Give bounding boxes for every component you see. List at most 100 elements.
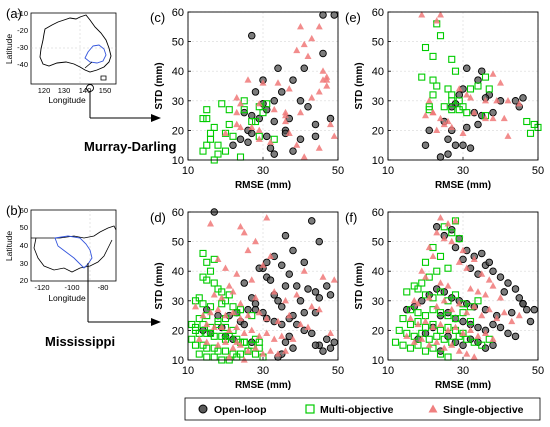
point-open-loop (300, 64, 309, 72)
point-single-objective (282, 297, 289, 304)
point-single-objective (440, 120, 448, 128)
point-single-objective (474, 332, 482, 339)
point-single-objective (504, 132, 512, 139)
point-multi-objective (221, 297, 230, 305)
point-single-objective (282, 108, 289, 116)
point-open-loop (296, 97, 305, 105)
x-tick-label: 50 (532, 165, 544, 177)
point-single-objective (304, 323, 312, 331)
map-b-xlabel: Longitude (48, 293, 86, 303)
point-multi-objective (240, 97, 248, 105)
point-multi-objective (206, 135, 215, 143)
point-single-objective (255, 126, 263, 133)
point-single-objective (478, 311, 486, 319)
point-open-loop (308, 217, 316, 225)
point-open-loop (403, 305, 411, 314)
point-multi-objective (418, 279, 426, 287)
point-open-loop (236, 135, 245, 144)
point-single-objective (470, 353, 478, 360)
point-single-objective (474, 288, 482, 295)
point-single-objective (210, 291, 218, 298)
point-open-loop (311, 288, 320, 296)
chart-c-panel-label: (c) (150, 10, 165, 25)
point-multi-objective (203, 141, 211, 149)
point-multi-objective (421, 258, 430, 266)
point-single-objective (448, 123, 456, 131)
point-open-loop (293, 282, 301, 290)
y-tick-label: 50 (372, 237, 384, 249)
point-open-loop (247, 129, 256, 138)
point-single-objective (240, 228, 248, 236)
point-multi-objective (199, 115, 207, 123)
point-single-objective (433, 228, 441, 236)
point-single-objective (433, 302, 441, 310)
point-multi-objective (433, 82, 441, 90)
y-axis-title: STD (mm) (154, 62, 165, 109)
x-tick-label: 10 (182, 365, 194, 377)
point-single-objective (203, 338, 211, 345)
point-multi-objective (444, 312, 452, 320)
point-single-objective (267, 252, 274, 259)
x-axis-title: RMSE (mm) (235, 380, 291, 391)
point-open-loop (489, 341, 497, 349)
y-tick-label: 60 (372, 207, 384, 219)
point-single-objective (440, 344, 448, 351)
x-tick-label: 30 (257, 365, 269, 377)
point-single-objective (433, 126, 441, 133)
point-open-loop (474, 120, 482, 129)
point-open-loop (519, 300, 527, 308)
point-open-loop (478, 249, 486, 258)
point-open-loop (289, 246, 297, 255)
point-single-objective (482, 291, 489, 298)
point-open-loop (323, 335, 331, 344)
point-single-objective (319, 273, 327, 280)
point-single-objective (414, 320, 422, 328)
point-multi-objective (225, 291, 233, 299)
point-single-objective (315, 305, 323, 313)
point-multi-objective (203, 258, 211, 266)
point-single-objective (407, 314, 414, 322)
point-single-objective (233, 120, 241, 128)
point-single-objective (493, 97, 501, 104)
point-multi-objective (421, 291, 430, 299)
point-single-objective (225, 353, 233, 360)
point-single-objective (293, 46, 301, 54)
point-open-loop (519, 94, 527, 102)
legend-marker-multi-objective (305, 404, 315, 414)
point-single-objective (263, 314, 271, 322)
point-single-objective (278, 332, 286, 339)
point-single-objective (425, 341, 433, 348)
map-b-frame (30, 209, 117, 282)
point-single-objective (248, 326, 256, 333)
point-single-objective (207, 308, 214, 316)
point-single-objective (437, 279, 444, 286)
point-single-objective (459, 129, 467, 136)
map-a-xtick: 130 (58, 86, 71, 95)
point-open-loop (511, 332, 520, 341)
point-single-objective (233, 94, 241, 101)
point-single-objective (229, 288, 237, 295)
x-axis-title: RMSE (mm) (435, 180, 491, 191)
point-multi-objective (395, 326, 403, 334)
point-multi-objective (210, 279, 218, 287)
point-multi-objective (203, 344, 211, 352)
point-single-objective (470, 108, 478, 116)
point-open-loop (247, 31, 256, 40)
point-multi-objective (251, 335, 260, 343)
point-multi-objective (444, 264, 452, 272)
point-single-objective (444, 326, 452, 333)
y-tick-label: 30 (172, 96, 184, 108)
point-single-objective (437, 214, 444, 221)
point-single-objective (489, 70, 497, 77)
point-multi-objective (263, 100, 271, 108)
point-single-objective (433, 338, 441, 345)
point-multi-objective (248, 341, 256, 349)
point-open-loop (466, 144, 475, 152)
point-single-objective (229, 344, 237, 351)
y-tick-label: 40 (172, 66, 184, 78)
point-multi-objective (526, 129, 535, 137)
point-multi-objective (240, 338, 248, 346)
point-open-loop (285, 270, 294, 278)
map-b-ytick: 60 (20, 206, 28, 215)
point-single-objective (330, 276, 338, 283)
